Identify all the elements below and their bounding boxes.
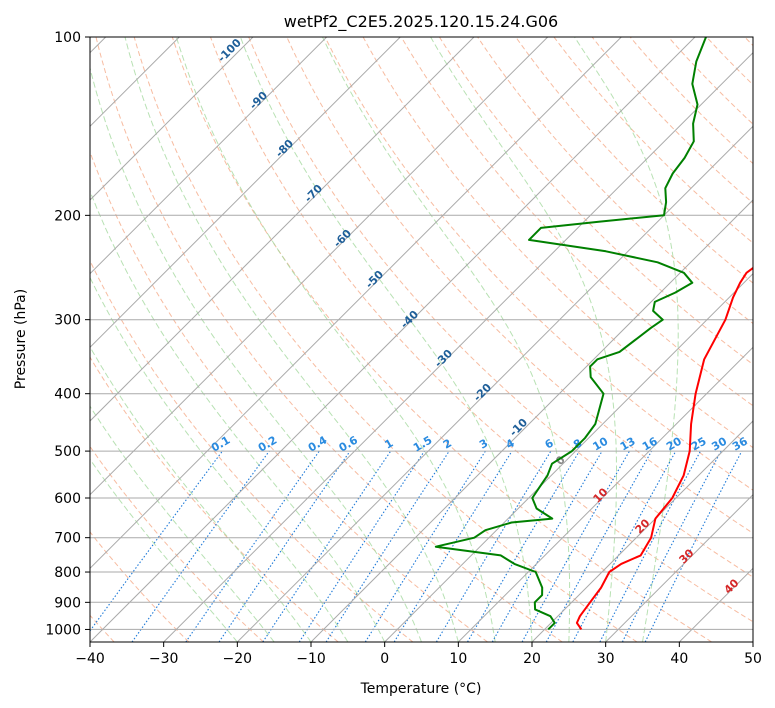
mixing-ratio-line xyxy=(298,450,425,642)
axis-ticks: −40 −30 −20 −10 0 10 20 30 40 50 100 200 300 400 500 60… xyxy=(45,30,762,667)
y-tick-label: 800 xyxy=(54,565,81,581)
x-tick-label: 30 xyxy=(597,651,615,667)
dewpoint-profile xyxy=(434,37,707,631)
x-tick-label: −10 xyxy=(296,651,326,667)
isotherm xyxy=(90,37,696,642)
moist-adiabat xyxy=(90,65,422,642)
x-tick-label: 50 xyxy=(744,651,762,667)
mixing-ratio-line xyxy=(599,450,701,642)
x-tick-label: 0 xyxy=(380,651,389,667)
x-tick-label: 10 xyxy=(449,651,467,667)
isotherm xyxy=(90,37,475,422)
moist-adiabat xyxy=(239,37,533,642)
dry-adiabat xyxy=(90,531,190,642)
y-tick-label: 900 xyxy=(54,595,81,611)
mixing-ratio-line xyxy=(90,450,223,632)
x-tick-label: 40 xyxy=(670,651,688,667)
x-tick-label: 20 xyxy=(523,651,541,667)
mixing-ratio-line xyxy=(393,450,513,642)
y-axis-label: Pressure (hPa) xyxy=(13,289,29,389)
y-tick-label: 300 xyxy=(54,313,81,329)
dry-adiabat xyxy=(90,259,414,642)
dry-adiabat xyxy=(210,37,753,623)
mixing-ratio-line xyxy=(218,450,351,642)
dry-adiabat xyxy=(477,37,753,325)
moist-adiabat xyxy=(90,405,275,642)
mixing-ratio-line xyxy=(521,450,630,642)
moist-adiabat xyxy=(90,345,312,642)
mixing-ratio-line xyxy=(491,450,603,642)
dry-adiabat xyxy=(95,37,563,642)
y-tick-label: 600 xyxy=(54,491,81,507)
mixing-ratio-line xyxy=(572,450,677,642)
moist-adiabat xyxy=(574,37,679,642)
mixing-ratio-line xyxy=(185,450,320,642)
moist-adiabat xyxy=(90,458,238,642)
isotherm xyxy=(531,420,753,642)
x-tick-label: −40 xyxy=(75,651,105,667)
y-tick-label: 1000 xyxy=(45,622,81,638)
chart-title: wetPf2_C2E5.2025.120.15.24.G06 xyxy=(284,12,558,32)
y-tick-label: 100 xyxy=(54,30,81,46)
x-tick-label: −30 xyxy=(149,651,179,667)
sounding-profiles xyxy=(434,37,753,631)
dry-adiabat xyxy=(171,37,712,642)
isotherm xyxy=(90,37,401,349)
background-lines xyxy=(90,37,753,642)
isotherm xyxy=(90,37,328,275)
dry-adiabat xyxy=(248,37,753,578)
isotherm xyxy=(90,37,254,201)
dry-adiabat xyxy=(438,37,753,366)
isotherm xyxy=(384,272,753,642)
isotherm xyxy=(236,125,753,642)
moist-adiabat xyxy=(124,37,459,642)
dry-adiabat xyxy=(286,37,753,534)
isotherm xyxy=(90,37,549,496)
y-tick-label: 200 xyxy=(54,208,81,224)
mixing-ratio-line xyxy=(644,450,743,642)
mixing-ratio-line xyxy=(131,450,270,642)
dry-adiabat xyxy=(591,37,753,204)
isotherm xyxy=(605,493,753,642)
moist-adiabat xyxy=(430,37,617,642)
isotherm xyxy=(310,199,753,642)
isotherm xyxy=(90,37,622,570)
y-tick-label: 400 xyxy=(54,387,81,403)
dry-adiabat xyxy=(400,37,753,407)
moist-adiabat xyxy=(90,189,386,642)
moist-adiabat xyxy=(322,37,571,642)
plot-frame xyxy=(89,36,754,643)
dry-adiabat xyxy=(553,37,753,244)
y-tick-label: 500 xyxy=(54,444,81,460)
moist-adiabat xyxy=(175,37,496,642)
dry-adiabat xyxy=(324,37,753,491)
isotherm xyxy=(457,346,753,642)
moist-adiabat xyxy=(90,276,349,642)
temperature-profile xyxy=(575,266,753,630)
dry-adiabat xyxy=(90,150,488,642)
y-tick-label: 700 xyxy=(54,531,81,547)
isotherm xyxy=(163,51,753,642)
x-axis-label: Temperature (°C) xyxy=(360,681,482,697)
x-tick-label: −20 xyxy=(223,651,253,667)
mixing-ratio-line xyxy=(325,450,450,642)
mixing-ratio-line xyxy=(364,450,486,642)
dry-adiabat xyxy=(133,37,638,642)
